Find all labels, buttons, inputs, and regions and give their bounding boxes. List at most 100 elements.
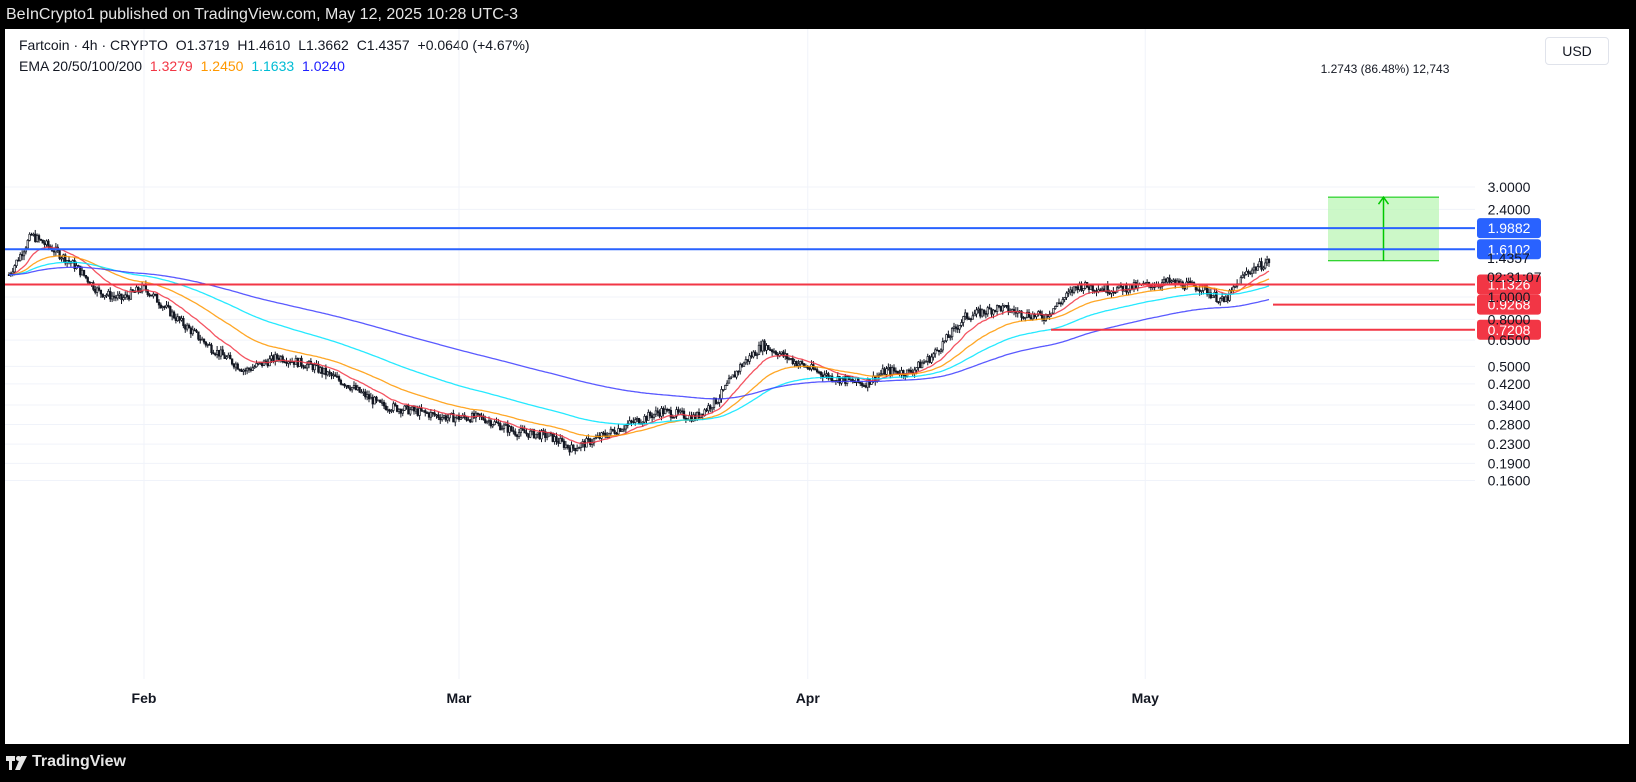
candle-body (789, 358, 793, 360)
y-tick-label: 0.3400 (1488, 397, 1531, 413)
candle-body (1069, 289, 1072, 293)
candle-body (979, 308, 982, 317)
candle-body (634, 419, 637, 423)
horizontal-levels[interactable]: 1.9882 1.6102 1.1326 0.9268 0.7208 (5, 218, 1541, 340)
candle-body (525, 432, 528, 435)
candle-body (424, 410, 427, 413)
candle-body (635, 418, 639, 421)
y-tick-label: 0.8000 (1488, 311, 1531, 327)
candle-body (341, 383, 344, 386)
symbol-legend: Fartcoin · 4h · CRYPTO O1.3719 H1.4610 L… (19, 37, 530, 53)
candle-body (564, 444, 568, 448)
candle-body (645, 415, 648, 421)
candle-body (13, 265, 16, 273)
candle-body (988, 307, 991, 310)
candle-body (705, 409, 708, 412)
candle-body (630, 420, 633, 423)
candle-body (26, 240, 29, 249)
candle-body (521, 428, 524, 431)
level-price-tag (1477, 239, 1541, 260)
candle-body (821, 374, 824, 378)
candle-body (1076, 286, 1079, 291)
candle-body (296, 357, 299, 367)
candle-body (375, 396, 378, 401)
candle-body (787, 358, 791, 361)
candle-body (656, 410, 659, 414)
time-axis[interactable]: Feb Mar Apr May (132, 690, 1160, 706)
candle-body (515, 434, 519, 437)
candle-body (997, 305, 1001, 307)
y-tick-label: 0.2800 (1488, 416, 1531, 432)
candle-body (624, 424, 628, 430)
candle-body (710, 407, 714, 410)
candle-body (247, 367, 251, 370)
candle-body (684, 417, 688, 420)
currency-button[interactable]: USD (1545, 37, 1609, 65)
candle-body (272, 355, 275, 362)
x-tick-label: Mar (447, 690, 472, 706)
candle-body (114, 296, 118, 299)
candle-body (202, 338, 206, 343)
ema-line-20 (8, 246, 1270, 444)
current-price-label: 1.4357 (1487, 250, 1530, 266)
candle-body (152, 293, 155, 297)
candle-body (409, 409, 412, 415)
candle-body (553, 436, 556, 442)
candle-body (277, 358, 281, 361)
candle-body (982, 309, 986, 314)
candle-body (1059, 302, 1063, 305)
candle-body (815, 369, 819, 373)
y-tick-label: 2.4000 (1488, 201, 1531, 217)
candle-body (422, 410, 425, 412)
candle-body (1065, 292, 1068, 298)
chart-panel[interactable]: Fartcoin · 4h · CRYPTO O1.3719 H1.4610 L… (5, 29, 1629, 744)
candle-body (920, 362, 924, 369)
candle-body (199, 338, 202, 341)
candle-body (185, 324, 189, 330)
candle-body (412, 406, 416, 412)
candle-body (500, 428, 504, 431)
candle-body (902, 370, 905, 376)
price-axis[interactable]: 3.0000 2.4000 1.0000 0.8000 0.6500 0.5000 0.42… (1488, 179, 1531, 489)
candle-body (1232, 286, 1235, 291)
candle-body (594, 437, 598, 440)
candle-body (894, 370, 898, 373)
candle-body (1115, 287, 1119, 293)
candle-body (176, 316, 179, 321)
candle-body (364, 391, 367, 398)
candle-body (47, 240, 50, 247)
candle-body (579, 443, 583, 448)
candle-body (217, 349, 221, 357)
candle-body (619, 428, 622, 432)
candle-body (92, 282, 95, 290)
ema-50-value: 1.2450 (200, 58, 244, 74)
candle-body (118, 293, 121, 296)
candle-body (538, 432, 541, 440)
candle-body (169, 306, 172, 317)
ema-200-value: 1.0240 (302, 58, 345, 74)
y-tick-label: 3.0000 (1488, 179, 1531, 195)
candle-body (984, 313, 988, 315)
price-chart[interactable]: 1.2743 (86.48%) 12,743 1.9882 1.6102 1.132… (5, 29, 1629, 744)
level-price-tag (1477, 274, 1541, 295)
candle-body (707, 405, 710, 412)
candle-body (919, 361, 922, 369)
candle-body (1196, 289, 1199, 292)
candle-body (956, 328, 959, 330)
candle-body (1250, 269, 1254, 275)
candle-body (514, 431, 517, 436)
candle-body (763, 340, 766, 351)
candle-body (907, 369, 911, 372)
candle-body (1264, 262, 1267, 269)
candle-body (999, 305, 1003, 312)
candle-body (890, 367, 894, 375)
candle-body (643, 415, 646, 423)
candle-body (1114, 291, 1117, 294)
candle-body (19, 254, 22, 262)
candle-body (350, 386, 354, 391)
candle-body (178, 316, 181, 321)
candle-body (345, 384, 348, 387)
candle-body (1260, 261, 1263, 270)
candle-body (750, 355, 753, 358)
candle-body (45, 240, 48, 246)
